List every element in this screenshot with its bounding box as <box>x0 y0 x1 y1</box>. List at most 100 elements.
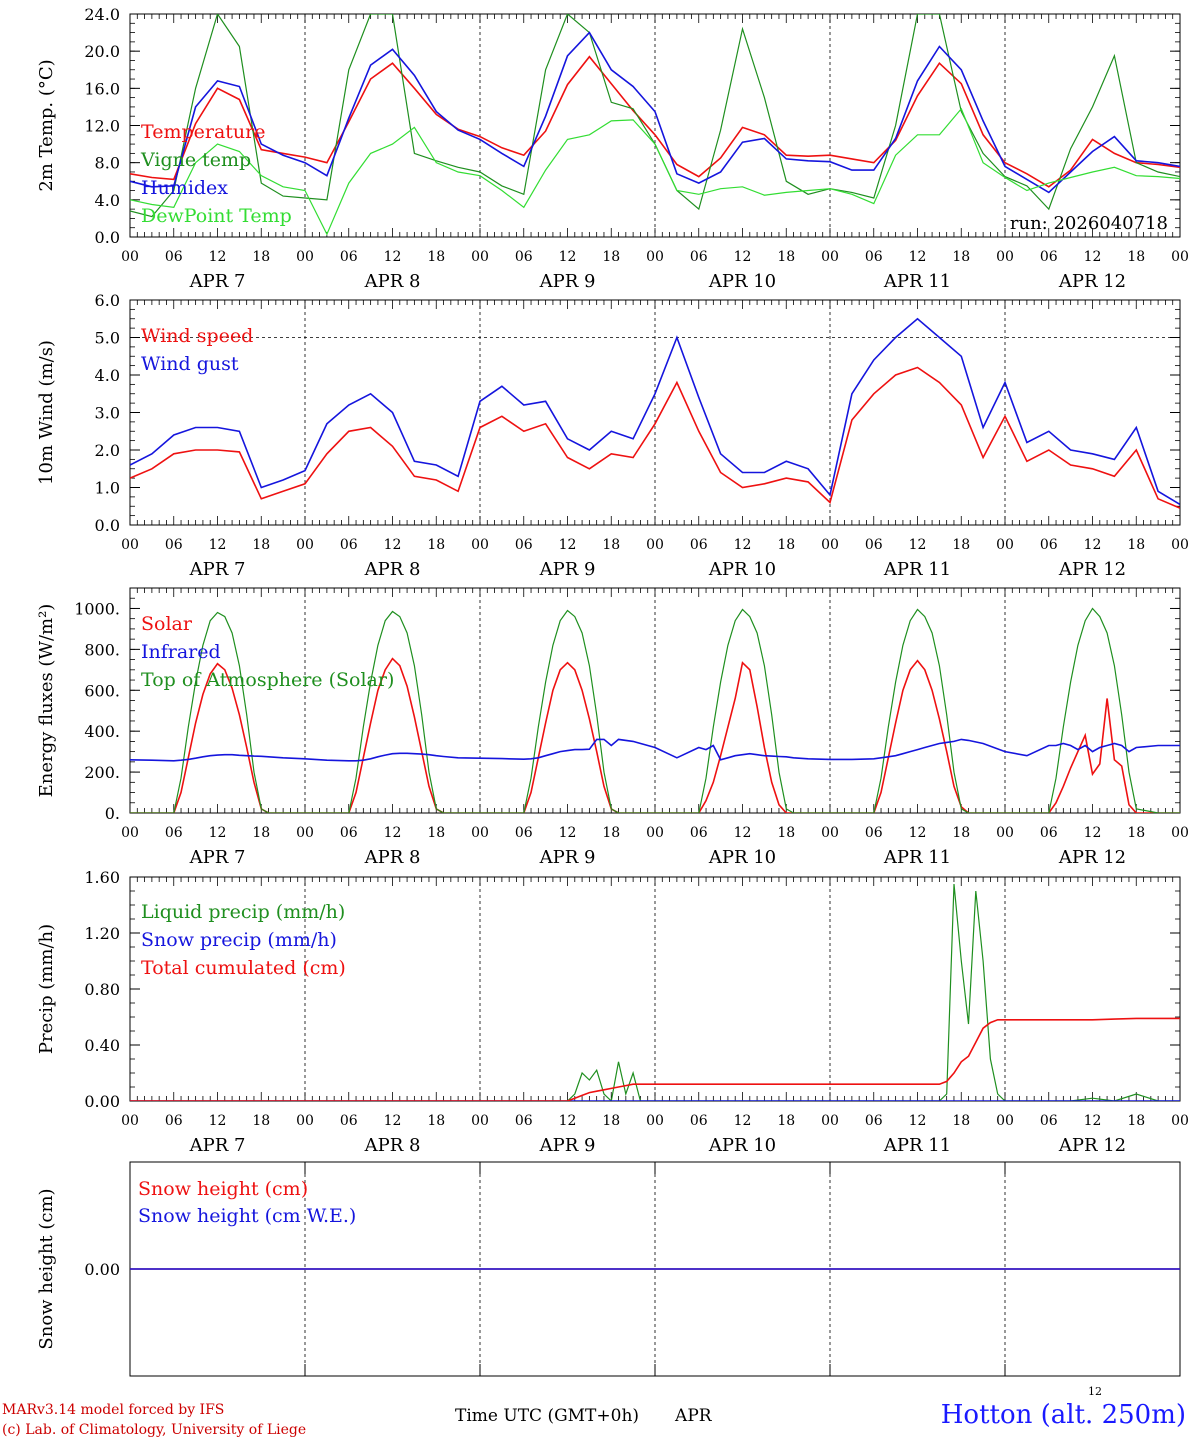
y-tick-label: 0.80 <box>84 980 120 999</box>
x-hour-label: 00 <box>471 537 489 553</box>
x-hour-label: 12 <box>559 249 577 265</box>
x-day-label: APR 9 <box>539 847 596 868</box>
x-day-label: APR 10 <box>708 1135 776 1156</box>
x-hour-label: 06 <box>690 537 708 553</box>
x-hour-label: 18 <box>952 825 970 841</box>
y-axis-title: 10m Wind (m/s) <box>36 340 57 485</box>
x-hour-label: 06 <box>865 537 883 553</box>
x-hour-label: 06 <box>165 825 183 841</box>
x-hour-label: 18 <box>602 1113 620 1129</box>
y-tick-label: 24.0 <box>84 5 120 24</box>
y-tick-label: 16.0 <box>84 79 120 98</box>
x-hour-label: 00 <box>1171 537 1189 553</box>
x-hour-label: 18 <box>1127 537 1145 553</box>
x-hour-label: 06 <box>865 825 883 841</box>
x-day-label: APR 9 <box>539 1135 596 1156</box>
x-hour-label: 18 <box>602 537 620 553</box>
y-tick-label: 0.00 <box>84 1260 120 1279</box>
x-hour-label: 06 <box>865 1113 883 1129</box>
x-hour-label: 06 <box>865 249 883 265</box>
x-hour-label: 06 <box>690 825 708 841</box>
legend-entry: Wind gust <box>141 353 239 375</box>
x-hour-label: 00 <box>646 537 664 553</box>
x-hour-label: 18 <box>602 825 620 841</box>
x-hour-label: 00 <box>646 249 664 265</box>
x-hour-label: 12 <box>734 1113 752 1129</box>
x-day-label: APR 8 <box>364 559 421 580</box>
x-day-label: APR 8 <box>364 271 421 292</box>
y-tick-label: 200. <box>84 763 120 782</box>
x-hour-label: 06 <box>340 249 358 265</box>
x-hour-label: 06 <box>1040 249 1058 265</box>
x-day-label: APR 11 <box>883 559 951 580</box>
x-hour-label: 06 <box>515 537 533 553</box>
x-hour-label: 12 <box>1084 825 1102 841</box>
x-day-label: APR 8 <box>364 1135 421 1156</box>
panel-precip: 0.00 0.40 0.80 1.20 1.60 Liquid precip (mm/h)… <box>36 868 1189 1156</box>
x-hour-label: 12 <box>384 249 402 265</box>
x-hour-label: 18 <box>602 249 620 265</box>
x-day-label: APR 12 <box>1058 271 1126 292</box>
run-annotation: run: 2026040718 <box>1010 213 1168 234</box>
panel-snow: 0.00 Snow height (cm) Snow height (cm W.E.… <box>36 1161 1181 1377</box>
legend-entry: DewPoint Temp <box>141 205 292 227</box>
legend-entry: Liquid precip (mm/h) <box>141 901 345 923</box>
x-hour-label: 00 <box>821 1113 839 1129</box>
y-axis-title: Snow height (cm) <box>36 1188 57 1349</box>
x-hour-label: 12 <box>384 825 402 841</box>
x-day-label: APR 7 <box>189 271 246 292</box>
x-hour-label: 12 <box>1084 1113 1102 1129</box>
x-hour-label: 00 <box>1171 249 1189 265</box>
x-hour-label: 12 <box>909 537 927 553</box>
y-tick-label: 12.0 <box>84 117 120 136</box>
x-hour-label: 18 <box>252 537 270 553</box>
x-hour-label: 12 <box>734 537 752 553</box>
series-line-total-cumulated-cm- <box>130 1017 1180 1101</box>
y-tick-label: 6.0 <box>95 291 120 310</box>
x-hour-label: 00 <box>821 249 839 265</box>
x-hour-label: 18 <box>252 249 270 265</box>
x-hour-label: 12 <box>909 1113 927 1129</box>
x-hour-label: 06 <box>1040 825 1058 841</box>
x-hour-label: 12 <box>559 825 577 841</box>
series-line-wind-speed <box>130 366 1180 509</box>
series-line-temperature <box>130 55 1180 188</box>
y-tick-label: 8.0 <box>95 154 120 173</box>
y-tick-label: 400. <box>84 722 120 741</box>
station-title: Hotton (alt. 250m) <box>940 1400 1186 1430</box>
x-day-label: APR 12 <box>1058 847 1126 868</box>
panel-temp: 0.0 4.0 8.0 12.0 16.0 20.0 24.0 Temperature Vign… <box>36 5 1189 292</box>
y-tick-label: 1.20 <box>84 924 120 943</box>
x-hour-label: 00 <box>996 1113 1014 1129</box>
x-hour-label: 18 <box>777 825 795 841</box>
y-tick-label: 2.0 <box>95 441 120 460</box>
x-hour-label: 00 <box>296 825 314 841</box>
y-axis-title: 2m Temp. (°C) <box>36 59 57 191</box>
x-hour-label: 00 <box>121 537 139 553</box>
y-axis-title: Energy fluxes (W/m²) <box>36 604 57 798</box>
x-hour-label: 06 <box>340 537 358 553</box>
legend-entry: Snow precip (mm/h) <box>141 929 337 951</box>
y-tick-label: 0.40 <box>84 1036 120 1055</box>
x-hour-label: 18 <box>952 1113 970 1129</box>
x-hour-label: 06 <box>165 249 183 265</box>
x-hour-label: 00 <box>996 825 1014 841</box>
xaxis-label: Time UTC (GMT+0h) <box>455 1406 640 1426</box>
x-hour-label: 06 <box>690 249 708 265</box>
y-tick-label: 20.0 <box>84 42 120 61</box>
legend-entry: Total cumulated (cm) <box>141 957 346 979</box>
x-day-label: APR 7 <box>189 559 246 580</box>
x-hour-label: 18 <box>1127 825 1145 841</box>
x-day-label: APR 12 <box>1058 1135 1126 1156</box>
x-day-label: APR 8 <box>364 847 421 868</box>
legend-entry: Snow height (cm W.E.) <box>138 1205 356 1227</box>
series-line-humidex <box>130 31 1180 194</box>
x-hour-label: 12 <box>384 537 402 553</box>
y-tick-label: 5.0 <box>95 329 120 348</box>
footer-credits: MARv3.14 model forced by IFS (c) Lab. of… <box>2 1400 306 1440</box>
x-hour-label: 06 <box>1040 537 1058 553</box>
panel-frame <box>129 587 1181 814</box>
x-hour-label: 12 <box>734 249 752 265</box>
x-hour-label: 00 <box>471 249 489 265</box>
